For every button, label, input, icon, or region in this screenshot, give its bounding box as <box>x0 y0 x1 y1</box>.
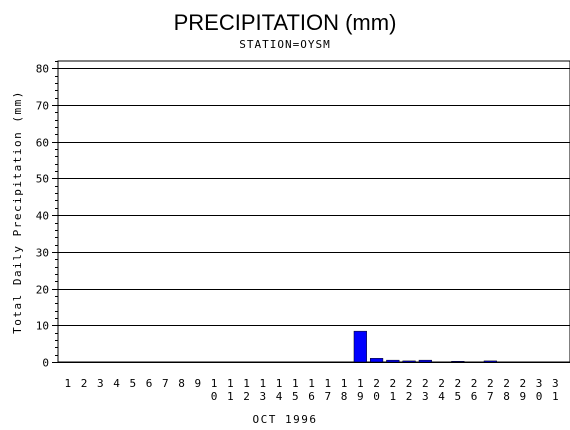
bar-day-20 <box>369 358 384 363</box>
bar-day-25 <box>451 361 465 363</box>
x-tick-label: 2 <box>438 377 445 390</box>
x-tick-label: 3 <box>259 390 266 403</box>
x-tick-label: 3 <box>552 377 559 390</box>
x-tick-label: 7 <box>487 390 494 403</box>
x-tick-label: 1 <box>341 377 348 390</box>
plot-frame <box>57 60 570 363</box>
x-tick-label: 1 <box>292 377 299 390</box>
x-tick-label: 6 <box>308 390 315 403</box>
x-tick-label: 8 <box>503 390 510 403</box>
x-tick-label: 1 <box>552 390 559 403</box>
x-tick-label: 1 <box>211 377 218 390</box>
y-axis-label: Total Daily Precipitation (mm) <box>11 90 24 334</box>
x-tick-label: 6 <box>146 377 153 390</box>
x-tick-label: 3 <box>536 377 543 390</box>
x-tick-label: 1 <box>325 377 332 390</box>
x-tick-label: 2 <box>520 377 527 390</box>
x-tick-label: 2 <box>373 377 380 390</box>
y-tick-label: 20 <box>36 284 49 297</box>
x-tick-label: 1 <box>227 377 234 390</box>
x-tick-label: 6 <box>471 390 478 403</box>
x-tick-label: 1 <box>259 377 266 390</box>
bar-day-22 <box>402 360 416 363</box>
y-tick-label: 50 <box>36 173 49 186</box>
x-tick-label: 2 <box>406 390 413 403</box>
y-tick-label: 70 <box>36 100 49 113</box>
x-tick-label: 4 <box>438 390 445 403</box>
x-tick-label: 5 <box>129 377 136 390</box>
y-tick-label: 30 <box>36 247 49 260</box>
x-tick-label: 8 <box>341 390 348 403</box>
bar-day-19 <box>353 330 367 363</box>
x-tick-label: 8 <box>178 377 185 390</box>
bar-day-23 <box>418 359 432 363</box>
x-tick-label: 2 <box>406 377 413 390</box>
x-axis-label: OCT 1996 <box>253 413 318 426</box>
y-tick-label: 0 <box>42 357 49 370</box>
x-tick-label: 1 <box>227 390 234 403</box>
x-tick-label: 2 <box>455 377 462 390</box>
x-tick-label: 2 <box>487 377 494 390</box>
chart-title: PRECIPITATION (mm) <box>174 10 397 35</box>
x-tick-label: 7 <box>325 390 332 403</box>
bar-day-21 <box>386 359 400 363</box>
x-tick-label: 7 <box>162 377 169 390</box>
x-tick-label: 1 <box>390 390 397 403</box>
x-tick-label: 2 <box>422 377 429 390</box>
x-tick-label: 1 <box>357 377 364 390</box>
x-tick-label: 9 <box>357 390 364 403</box>
y-tick-label: 60 <box>36 137 49 150</box>
x-tick-label: 2 <box>243 390 250 403</box>
x-tick-label: 9 <box>520 390 527 403</box>
x-tick-label: 1 <box>64 377 71 390</box>
x-tick-label: 5 <box>455 390 462 403</box>
x-tick-label: 2 <box>390 377 397 390</box>
x-tick-label: 9 <box>194 377 201 390</box>
x-tick-label: 3 <box>422 390 429 403</box>
x-tick-label: 4 <box>113 377 120 390</box>
x-tick-label: 2 <box>471 377 478 390</box>
x-tick-label: 1 <box>243 377 250 390</box>
y-tick-label: 10 <box>36 320 49 333</box>
y-tick-label: 40 <box>36 210 49 223</box>
bar-day-27 <box>483 360 497 363</box>
x-tick-label: 2 <box>503 377 510 390</box>
chart-subtitle: STATION=OYSM <box>239 38 330 51</box>
y-tick-label: 80 <box>36 63 49 76</box>
x-tick-label: 0 <box>373 390 380 403</box>
x-tick-label: 0 <box>211 390 218 403</box>
x-tick-label: 2 <box>81 377 88 390</box>
x-tick-label: 1 <box>308 377 315 390</box>
x-tick-label: 0 <box>536 390 543 403</box>
x-tick-label: 4 <box>276 390 283 403</box>
x-tick-label: 1 <box>276 377 283 390</box>
x-tick-label: 3 <box>97 377 104 390</box>
x-tick-label: 5 <box>292 390 299 403</box>
